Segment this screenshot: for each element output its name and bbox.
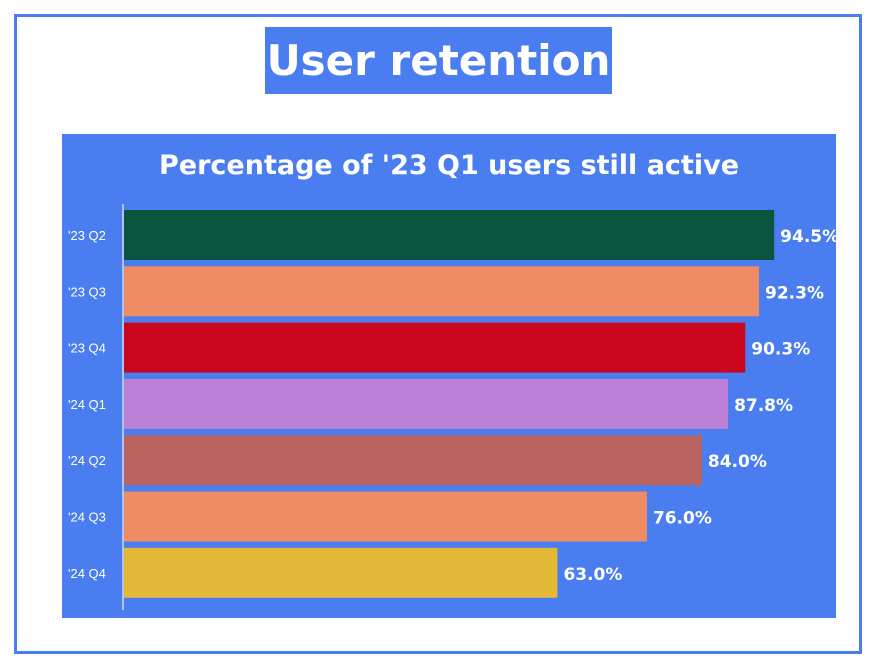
value-label-5: 76.0% bbox=[653, 509, 712, 529]
category-label-6: '24 Q4 bbox=[68, 566, 106, 581]
category-label-0: '23 Q2 bbox=[68, 228, 106, 243]
value-label-2: 90.3% bbox=[751, 340, 810, 360]
bar-0 bbox=[124, 210, 775, 260]
category-label-4: '24 Q2 bbox=[68, 453, 106, 468]
bar-4 bbox=[124, 435, 702, 486]
value-label-0: 94.5% bbox=[780, 227, 836, 247]
category-label-3: '24 Q1 bbox=[68, 397, 106, 412]
bar-2 bbox=[124, 322, 746, 373]
value-label-4: 84.0% bbox=[708, 452, 767, 472]
bar-1 bbox=[124, 266, 760, 317]
value-label-1: 92.3% bbox=[765, 283, 824, 303]
bar-5 bbox=[124, 491, 647, 542]
value-label-3: 87.8% bbox=[734, 396, 793, 416]
bar-chart: '23 Q2 94.5% '23 Q3 92.3% '23 Q4 90.3% '24 Q1 8… bbox=[68, 204, 836, 610]
category-label-2: '23 Q4 bbox=[68, 341, 106, 356]
chart-title: Percentage of '23 Q1 users still active bbox=[158, 150, 740, 181]
value-label-6: 63.0% bbox=[563, 565, 622, 585]
bar-6 bbox=[124, 547, 558, 598]
category-label-1: '23 Q3 bbox=[68, 284, 106, 299]
category-label-5: '24 Q3 bbox=[68, 510, 106, 525]
bar-3 bbox=[124, 378, 729, 429]
page-title: User retention bbox=[265, 27, 612, 94]
chart-panel: Percentage of '23 Q1 users still active … bbox=[62, 134, 836, 618]
